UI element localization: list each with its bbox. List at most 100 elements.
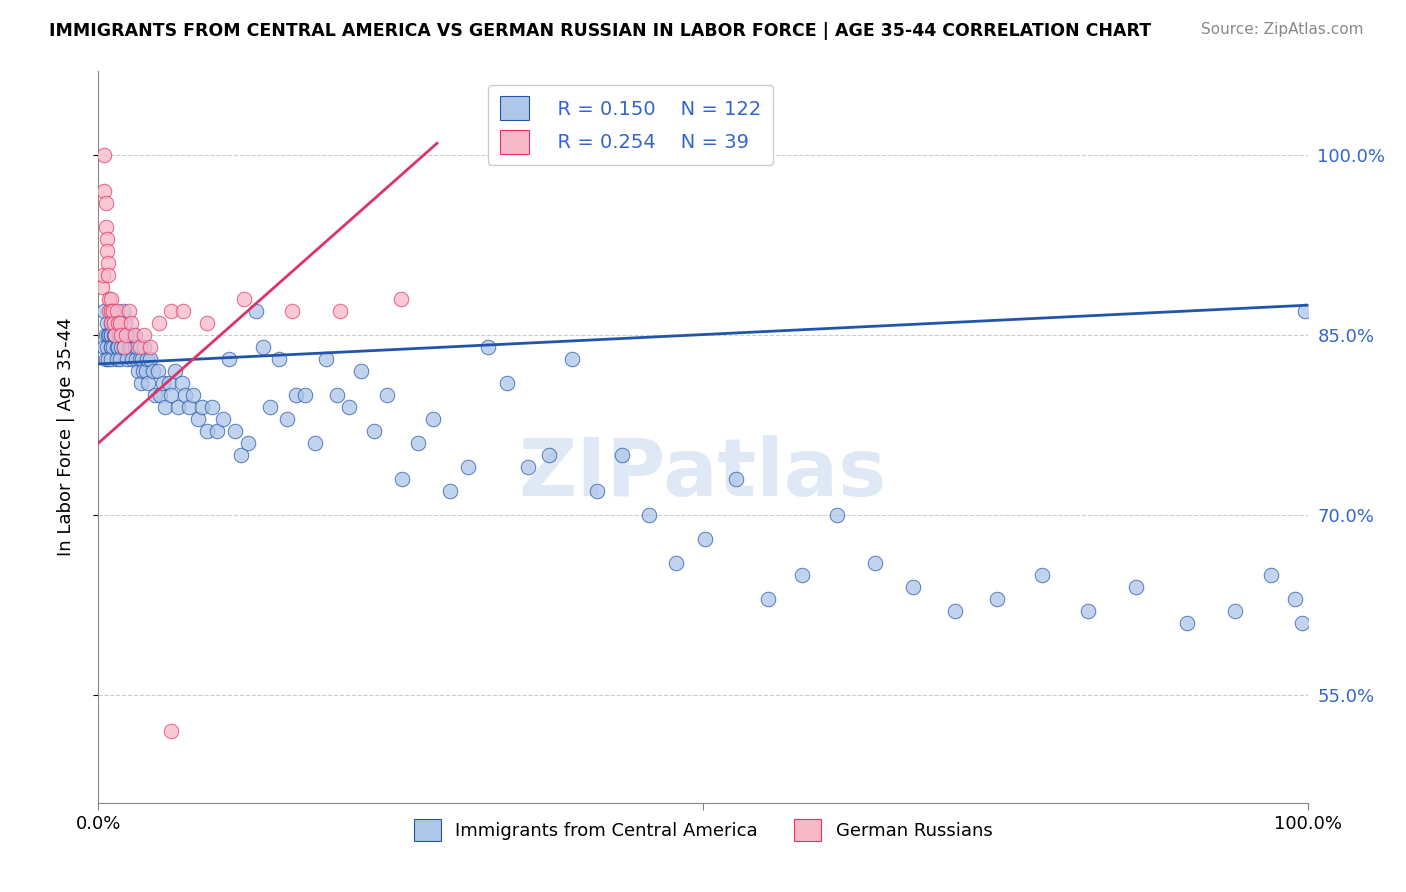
Point bbox=[391, 472, 413, 486]
Point bbox=[127, 340, 149, 354]
Legend: Immigrants from Central America, German Russians: Immigrants from Central America, German … bbox=[406, 812, 1000, 848]
Point bbox=[329, 304, 352, 318]
Point bbox=[637, 508, 659, 522]
Point bbox=[1260, 568, 1282, 582]
Point bbox=[724, 472, 747, 486]
Point bbox=[516, 460, 538, 475]
Point bbox=[538, 448, 561, 462]
Point bbox=[1291, 615, 1313, 630]
Point bbox=[863, 556, 886, 570]
Point bbox=[406, 436, 429, 450]
Point bbox=[110, 328, 132, 343]
Point bbox=[100, 316, 122, 330]
Point bbox=[103, 304, 125, 318]
Y-axis label: In Labor Force | Age 35-44: In Labor Force | Age 35-44 bbox=[56, 318, 75, 557]
Point bbox=[110, 340, 132, 354]
Point bbox=[98, 292, 121, 306]
Point bbox=[205, 424, 228, 438]
Point bbox=[93, 340, 115, 354]
Point bbox=[337, 400, 360, 414]
Point bbox=[135, 352, 157, 367]
Point bbox=[93, 304, 115, 318]
Point bbox=[100, 292, 122, 306]
Point bbox=[120, 340, 142, 354]
Point bbox=[195, 424, 218, 438]
Point bbox=[218, 352, 240, 367]
Point bbox=[148, 316, 170, 330]
Point bbox=[94, 328, 117, 343]
Point bbox=[101, 340, 124, 354]
Point bbox=[96, 316, 118, 330]
Point bbox=[1031, 568, 1053, 582]
Point bbox=[267, 352, 290, 367]
Point bbox=[477, 340, 499, 354]
Point bbox=[124, 340, 146, 354]
Point bbox=[191, 400, 214, 414]
Point bbox=[304, 436, 326, 450]
Point bbox=[111, 304, 134, 318]
Point bbox=[108, 316, 131, 330]
Point bbox=[97, 268, 120, 283]
Point bbox=[389, 292, 412, 306]
Point bbox=[108, 328, 131, 343]
Text: IMMIGRANTS FROM CENTRAL AMERICA VS GERMAN RUSSIAN IN LABOR FORCE | AGE 35-44 COR: IMMIGRANTS FROM CENTRAL AMERICA VS GERMA… bbox=[49, 22, 1152, 40]
Point bbox=[903, 580, 925, 594]
Point bbox=[195, 316, 218, 330]
Point bbox=[1076, 604, 1098, 618]
Point bbox=[125, 352, 148, 367]
Point bbox=[107, 340, 129, 354]
Point bbox=[107, 316, 129, 330]
Point bbox=[100, 316, 122, 330]
Point bbox=[157, 376, 180, 391]
Point bbox=[127, 364, 149, 378]
Point bbox=[232, 292, 254, 306]
Point bbox=[107, 316, 129, 330]
Point bbox=[103, 328, 125, 343]
Point bbox=[101, 304, 124, 318]
Point bbox=[104, 328, 127, 343]
Point bbox=[224, 424, 246, 438]
Point bbox=[128, 340, 150, 354]
Point bbox=[139, 352, 162, 367]
Point bbox=[377, 388, 399, 402]
Point bbox=[561, 352, 583, 367]
Point bbox=[93, 148, 115, 162]
Point bbox=[179, 400, 201, 414]
Point bbox=[100, 304, 122, 318]
Point bbox=[363, 424, 385, 438]
Point bbox=[986, 591, 1008, 606]
Point bbox=[115, 328, 138, 343]
Point bbox=[276, 412, 298, 426]
Point bbox=[152, 376, 174, 391]
Point bbox=[143, 388, 166, 402]
Point bbox=[94, 352, 117, 367]
Point bbox=[943, 604, 966, 618]
Point bbox=[105, 352, 128, 367]
Point bbox=[153, 400, 176, 414]
Point bbox=[245, 304, 267, 318]
Point bbox=[160, 304, 183, 318]
Point bbox=[132, 364, 155, 378]
Point bbox=[131, 352, 153, 367]
Point bbox=[100, 328, 122, 343]
Point bbox=[112, 340, 135, 354]
Point bbox=[259, 400, 281, 414]
Point bbox=[112, 340, 135, 354]
Point bbox=[825, 508, 848, 522]
Point bbox=[91, 280, 114, 294]
Point bbox=[142, 364, 165, 378]
Point bbox=[163, 364, 186, 378]
Point bbox=[1125, 580, 1147, 594]
Point bbox=[111, 328, 134, 343]
Point bbox=[129, 376, 152, 391]
Point bbox=[100, 352, 122, 367]
Point bbox=[174, 388, 197, 402]
Point bbox=[104, 328, 127, 343]
Point bbox=[100, 340, 122, 354]
Point bbox=[160, 388, 183, 402]
Point bbox=[118, 340, 141, 354]
Point bbox=[315, 352, 337, 367]
Text: Source: ZipAtlas.com: Source: ZipAtlas.com bbox=[1201, 22, 1364, 37]
Point bbox=[229, 448, 252, 462]
Point bbox=[134, 340, 156, 354]
